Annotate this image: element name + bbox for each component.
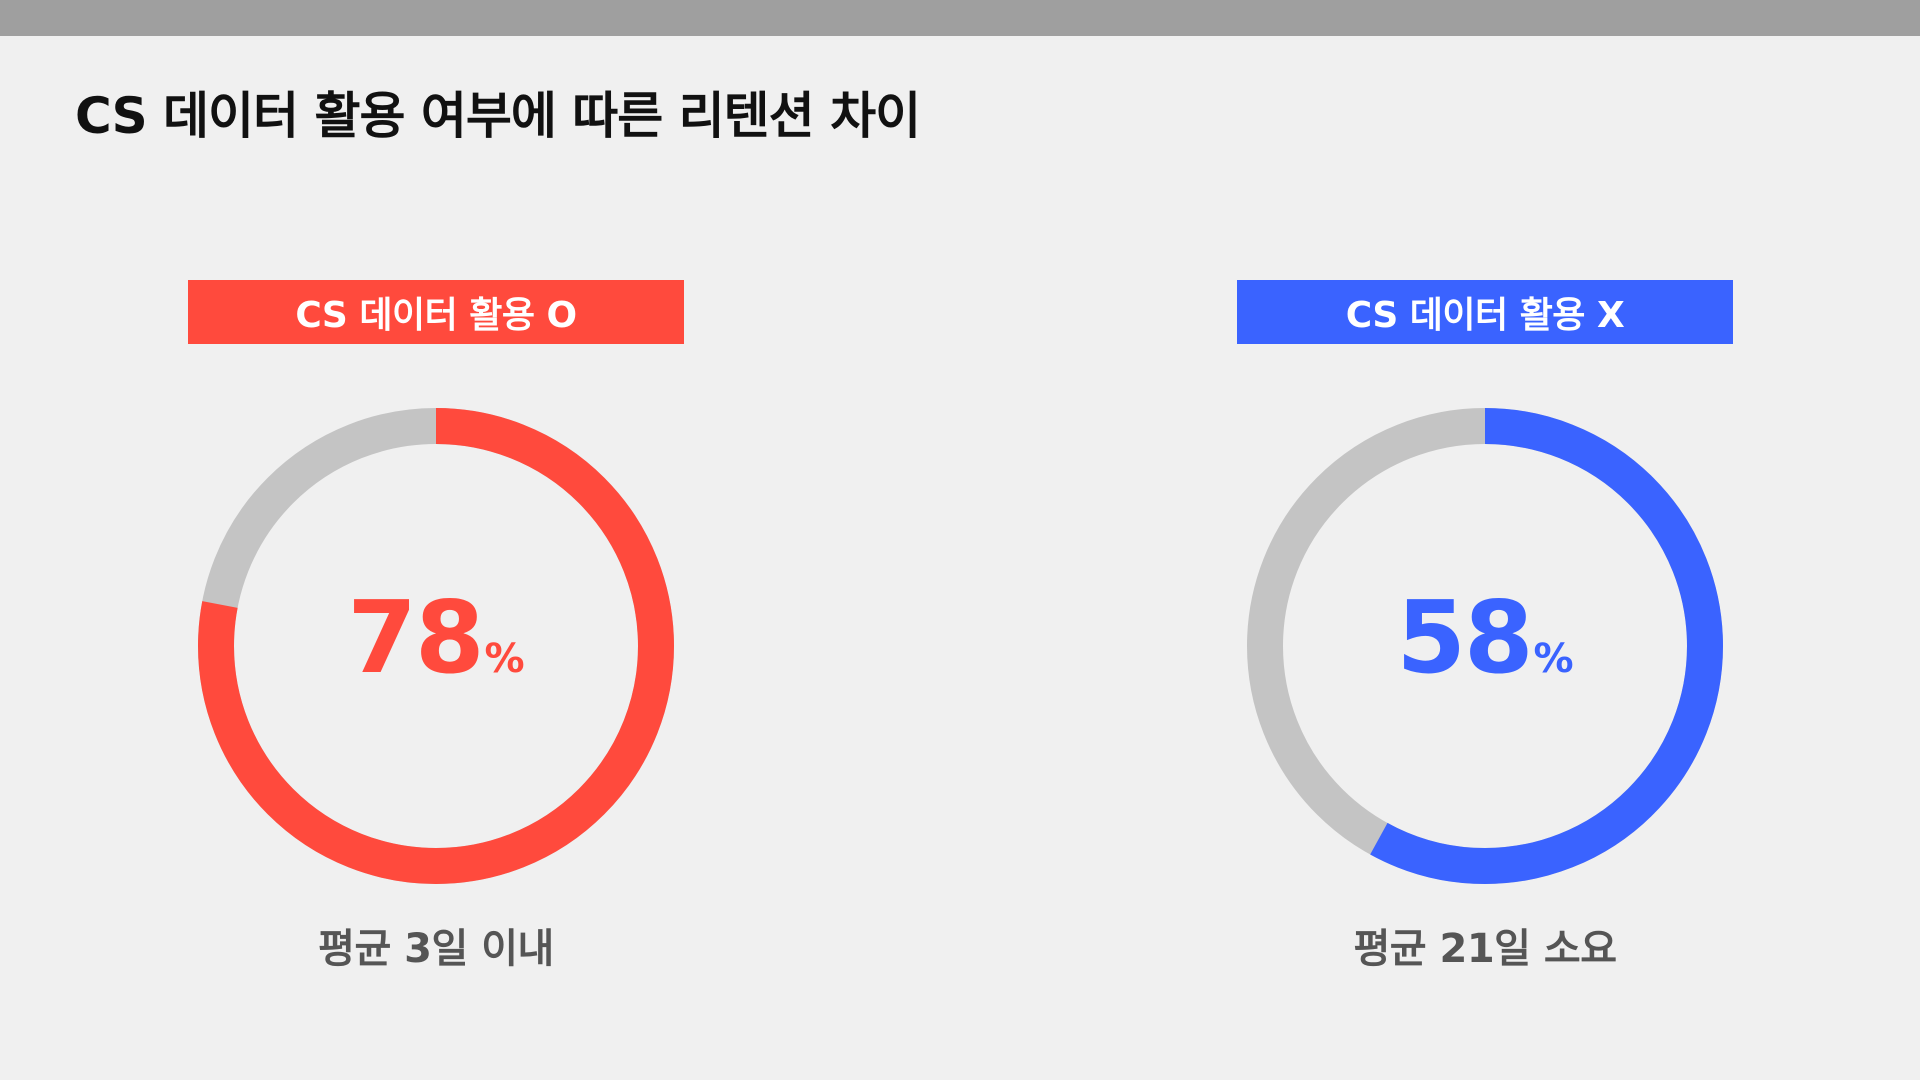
value-unit-not-used: % — [1533, 636, 1574, 682]
value-display-not-used: 58 % — [1237, 588, 1733, 704]
panel-cs-data-used: CS 데이터 활용 O 78 % 평균 3일 이내 — [188, 280, 684, 1000]
donut-value-arc-used — [198, 408, 674, 884]
value-number-not-used: 58 — [1396, 579, 1533, 696]
top-bar — [0, 0, 1920, 36]
donut-value-arc-not-used — [1247, 408, 1723, 884]
slide-title: CS 데이터 활용 여부에 따른 리텐션 차이 — [75, 87, 921, 145]
category-badge-used: CS 데이터 활용 O — [188, 280, 684, 344]
donut-chart-used — [198, 408, 674, 884]
value-unit-used: % — [484, 636, 525, 682]
caption-not-used: 평균 21일 소요 — [1353, 926, 1617, 972]
value-display-used: 78 % — [188, 588, 684, 704]
caption-used: 평균 3일 이내 — [318, 926, 554, 972]
category-badge-not-used: CS 데이터 활용 X — [1237, 280, 1733, 344]
value-number-used: 78 — [347, 579, 484, 696]
panel-cs-data-not-used: CS 데이터 활용 X 58 % 평균 21일 소요 — [1237, 280, 1733, 1000]
donut-chart-not-used — [1247, 408, 1723, 884]
